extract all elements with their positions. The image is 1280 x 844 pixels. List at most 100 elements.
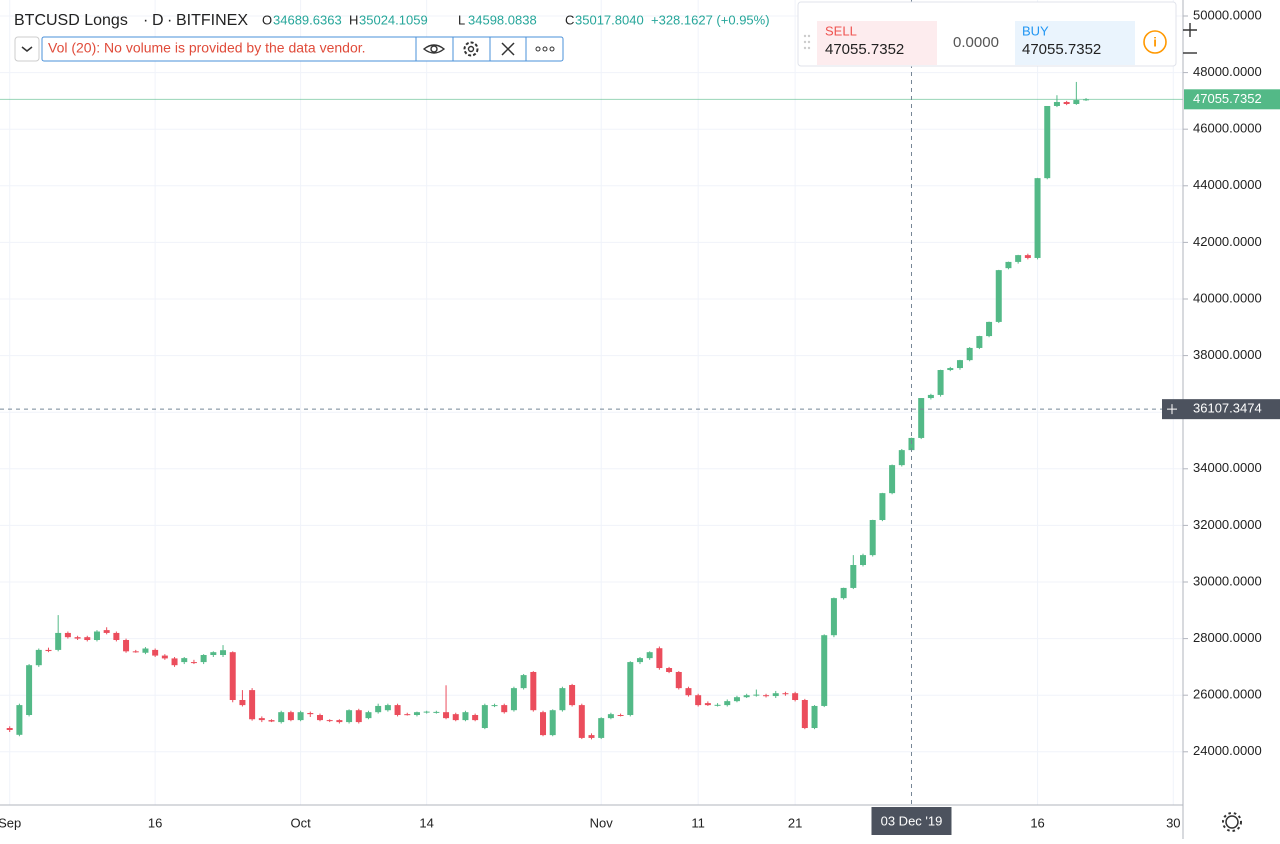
candle-body bbox=[161, 655, 168, 659]
candle-body bbox=[821, 635, 828, 706]
candle-body bbox=[190, 662, 197, 664]
candle-body bbox=[763, 695, 770, 697]
candle-body bbox=[549, 710, 556, 736]
candle-body bbox=[695, 695, 702, 706]
candle-body bbox=[394, 705, 401, 716]
candle-body bbox=[947, 368, 954, 371]
candle-body bbox=[258, 718, 265, 721]
candle-body bbox=[74, 637, 81, 639]
settings-icon[interactable] bbox=[463, 41, 479, 57]
candle-body bbox=[714, 704, 721, 706]
candle-body bbox=[986, 321, 993, 337]
candle-body bbox=[627, 662, 634, 716]
candle-body bbox=[607, 714, 614, 719]
candle-body bbox=[937, 370, 944, 395]
change: +328.1627 (+0.95%) bbox=[651, 12, 770, 27]
candle-body bbox=[966, 347, 973, 361]
collapse-button[interactable] bbox=[14, 36, 40, 62]
candle-body bbox=[45, 649, 52, 652]
candle-body bbox=[724, 701, 731, 706]
sell-price: 47055.7352 bbox=[825, 41, 904, 58]
candle-body bbox=[16, 705, 23, 735]
y-tick-label: 44000.0000 bbox=[1193, 177, 1262, 192]
candle-body bbox=[685, 688, 692, 696]
y-tick-label: 38000.0000 bbox=[1193, 347, 1262, 362]
ohlc-value: 34689.6363 bbox=[273, 12, 342, 27]
y-tick-label: 40000.0000 bbox=[1193, 290, 1262, 305]
candle-body bbox=[6, 728, 13, 731]
candle-body bbox=[472, 715, 479, 721]
candle-body bbox=[956, 360, 963, 369]
x-tick-label: Sep bbox=[0, 815, 21, 830]
remove-icon[interactable] bbox=[501, 42, 515, 56]
candle-body bbox=[782, 693, 789, 695]
buy-label: BUY bbox=[1022, 23, 1049, 38]
candle-body bbox=[55, 632, 62, 650]
candle-body bbox=[462, 712, 469, 721]
candle-body bbox=[743, 695, 750, 698]
settings-core bbox=[467, 45, 475, 53]
candle-body bbox=[908, 437, 915, 451]
candle-body bbox=[510, 688, 517, 711]
ohlc-value: 34598.0838 bbox=[468, 12, 537, 27]
x-tick-label: Nov bbox=[590, 815, 614, 830]
eye-icon[interactable] bbox=[422, 44, 446, 54]
y-tick-label: 26000.0000 bbox=[1193, 687, 1262, 702]
candle-body bbox=[850, 565, 857, 588]
separator: · bbox=[167, 12, 172, 29]
zoom-in[interactable] bbox=[1183, 23, 1197, 37]
candle-body bbox=[375, 705, 382, 713]
candle-body bbox=[433, 711, 440, 713]
candle-body bbox=[656, 648, 663, 669]
candle-body bbox=[452, 714, 459, 721]
candle-body bbox=[93, 631, 100, 641]
candle-body bbox=[879, 493, 886, 521]
candle-body bbox=[1015, 255, 1022, 262]
ohlc-label: O bbox=[262, 12, 272, 27]
candle-body bbox=[578, 705, 585, 738]
candle-body bbox=[404, 714, 411, 716]
candle-body bbox=[346, 710, 353, 723]
candle-body bbox=[559, 688, 566, 711]
candle-body bbox=[898, 450, 905, 466]
settings-gear[interactable] bbox=[1222, 812, 1242, 832]
exchange: BITFINEX bbox=[176, 12, 248, 29]
candle-body bbox=[520, 675, 527, 689]
candle-body bbox=[540, 712, 547, 736]
candle-body bbox=[443, 712, 450, 719]
y-tick-label: 42000.0000 bbox=[1193, 234, 1262, 249]
candle-body bbox=[491, 705, 498, 707]
info-icon[interactable] bbox=[1143, 30, 1167, 54]
candle-body bbox=[307, 713, 314, 715]
symbol: BTCUSD Longs bbox=[14, 12, 128, 29]
drag-handle[interactable] bbox=[803, 34, 811, 50]
candle-body bbox=[801, 700, 808, 729]
sell-button[interactable] bbox=[817, 21, 937, 65]
candle-body bbox=[35, 649, 42, 666]
buy-button[interactable] bbox=[1015, 21, 1135, 65]
candle-body bbox=[413, 712, 420, 716]
eye-pupil bbox=[430, 45, 438, 53]
candle-body bbox=[530, 671, 537, 711]
candle-body bbox=[666, 668, 673, 672]
candle-body bbox=[1024, 255, 1031, 258]
y-tick-label: 28000.0000 bbox=[1193, 630, 1262, 645]
ohlc-value: 35024.1059 bbox=[359, 12, 428, 27]
candle-body bbox=[64, 632, 71, 638]
more-icon[interactable] bbox=[535, 46, 555, 52]
candle-body bbox=[598, 718, 605, 738]
chevron-icon bbox=[21, 46, 33, 52]
x-tick-label: 16 bbox=[1030, 815, 1044, 830]
y-tick-label: 24000.0000 bbox=[1193, 743, 1262, 758]
candle-body bbox=[1044, 105, 1051, 179]
candle-body bbox=[918, 398, 925, 438]
candle-body bbox=[113, 632, 120, 641]
candle-body bbox=[84, 637, 91, 641]
candle-body bbox=[569, 685, 576, 706]
candle-body bbox=[103, 630, 110, 633]
candle-body bbox=[1063, 102, 1070, 105]
candle-body bbox=[1053, 102, 1060, 106]
y-tick-label: 30000.0000 bbox=[1193, 573, 1262, 588]
